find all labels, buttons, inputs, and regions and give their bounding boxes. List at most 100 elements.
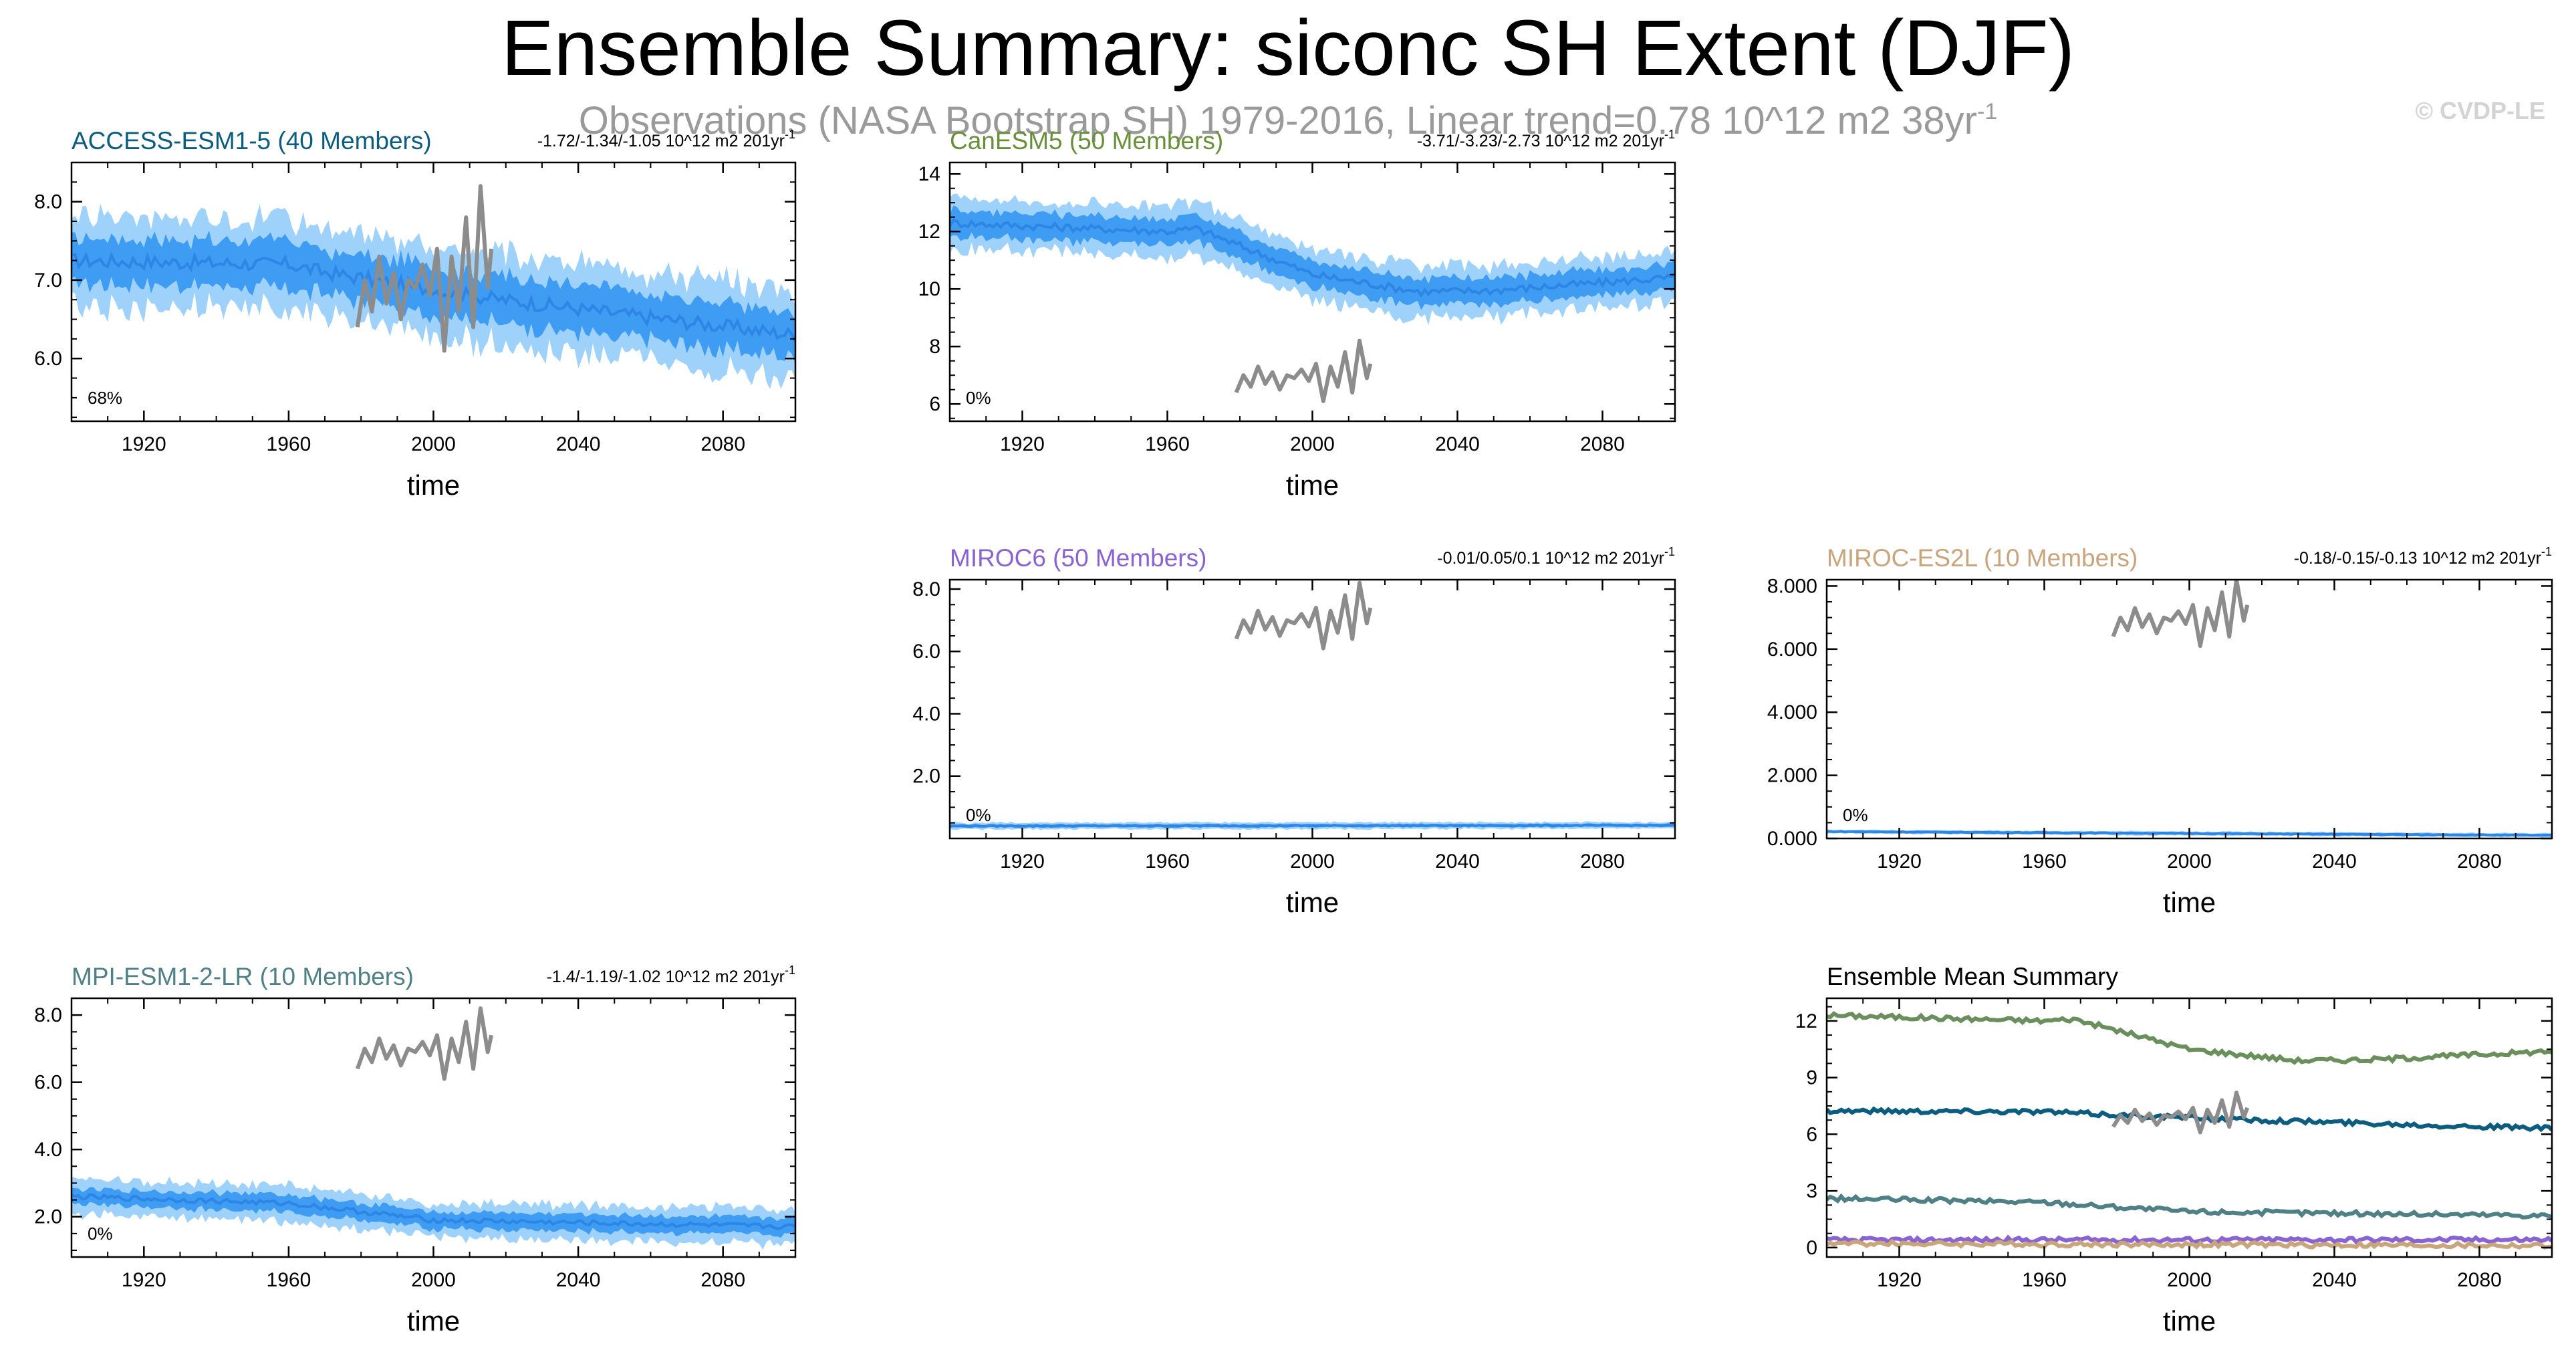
- x-tick-label: 1960: [1145, 433, 1190, 455]
- panel-title: Ensemble Mean Summary: [1827, 963, 2118, 990]
- x-axis-label: time: [407, 1305, 460, 1337]
- y-tick-label: 12: [918, 221, 940, 243]
- trend-value: -3.71/-3.23/-2.73 10^12 m2 201yr: [1417, 132, 1664, 150]
- percent-label: 68%: [88, 388, 122, 408]
- x-tick-label: 1960: [2022, 1269, 2067, 1291]
- y-tick-label: 6.0: [912, 641, 940, 663]
- plot-area: [950, 580, 1675, 830]
- ensemble-mean-line: [72, 251, 795, 342]
- plot-area: [1827, 580, 2552, 838]
- ensemble-mean-line: [950, 823, 1675, 828]
- y-tick-label: 6.0: [34, 348, 62, 370]
- panel-mpi: 1920 1960 2000 2040 2080 2.0 4.0 6.0 8.0 time MPI-…: [34, 963, 797, 1337]
- x-tick-label: 2080: [700, 433, 745, 455]
- x-tick-label: 2080: [1580, 433, 1625, 455]
- trend-value: -1.4/-1.19/-1.02 10^12 m2 201yr: [547, 968, 785, 986]
- y-tick-label: 7.0: [34, 269, 62, 292]
- x-tick-label: 1920: [122, 433, 166, 455]
- ensemble-mean-line: [950, 219, 1675, 298]
- trend-text: -1.4/-1.19/-1.02 10^12 m2 201yr-1: [547, 963, 795, 986]
- y-tick-label: 4.0: [912, 703, 940, 725]
- observations-line: [355, 1006, 494, 1081]
- panel-title: ACCESS-ESM1-5 (40 Members): [72, 127, 432, 154]
- x-tick-label: 1920: [122, 1269, 166, 1291]
- x-tick-label: 2080: [2457, 1269, 2502, 1291]
- x-tick-label: 1960: [1145, 850, 1190, 873]
- observations-line: [355, 184, 494, 353]
- x-tick-label: 2040: [556, 1269, 601, 1291]
- y-tick-label: 6.000: [1767, 639, 1817, 661]
- trend-superscript: -1: [785, 128, 795, 141]
- observations-line: [1234, 338, 1373, 403]
- y-tick-label: 2.000: [1767, 765, 1817, 787]
- trend-text: -1.72/-1.34/-1.05 10^12 m2 201yr-1: [537, 128, 795, 150]
- y-tick-label: 3: [1806, 1180, 1817, 1202]
- summary-series-line: [1827, 1193, 2552, 1220]
- x-tick-label: 2040: [1435, 850, 1480, 873]
- x-tick-label: 2080: [2457, 850, 2502, 873]
- y-tick-label: 4.0: [34, 1139, 62, 1161]
- observations-line: [1234, 580, 1373, 651]
- summary-series-line: [1827, 1238, 2552, 1250]
- y-tick-label: 4.000: [1767, 701, 1817, 723]
- x-tick-label: 2040: [556, 433, 601, 455]
- x-tick-label: 1960: [267, 1269, 311, 1291]
- x-tick-label: 2000: [411, 1269, 456, 1291]
- trend-superscript: -1: [1664, 128, 1675, 141]
- copyright-label: © CVDP-LE: [2415, 97, 2545, 124]
- trend-superscript: -1: [2541, 545, 2552, 558]
- y-tick-label: 8.0: [34, 191, 62, 213]
- summary-series-line: [1827, 1011, 2552, 1065]
- panel-title: MIROC6 (50 Members): [950, 544, 1206, 572]
- x-axis-label: time: [1286, 469, 1339, 501]
- y-tick-label: 9: [1806, 1067, 1817, 1089]
- trend-superscript: -1: [1664, 545, 1675, 558]
- trend-value: -1.72/-1.34/-1.05 10^12 m2 201yr: [537, 132, 785, 150]
- x-tick-label: 2040: [1435, 433, 1480, 455]
- panel-access: 1920 1960 2000 2040 2080 6.0 7.0 8.0 time ACCESS-…: [34, 127, 797, 501]
- panel-summary: 1920 1960 2000 2040 2080 0 3 6 9 12 time Ensemble M…: [1795, 963, 2553, 1337]
- panel-cesm: 1920 1960 2000 2040 2080 6 8 10 12 14 time CanESM5 …: [918, 127, 1676, 501]
- y-tick-label: 8.000: [1767, 575, 1817, 597]
- y-tick-label: 0: [1806, 1237, 1817, 1259]
- panels: 1920 1960 2000 2040 2080 6.0 7.0 8.0 time ACCESS-…: [34, 127, 2553, 1337]
- percent-label: 0%: [1843, 805, 1868, 825]
- x-tick-label: 1920: [1000, 433, 1045, 455]
- percent-label: 0%: [88, 1224, 113, 1244]
- trend-text: -0.18/-0.15/-0.13 10^12 m2 201yr-1: [2294, 545, 2552, 568]
- x-tick-label: 2000: [1290, 850, 1335, 873]
- spread-band-outer: [950, 193, 1675, 326]
- y-tick-label: 8: [929, 336, 940, 358]
- y-tick-label: 14: [918, 163, 940, 185]
- x-axis-label: time: [2163, 1305, 2216, 1337]
- x-tick-label: 1960: [2022, 850, 2067, 873]
- plot-area: [950, 193, 1675, 403]
- plot-area: [72, 1006, 795, 1250]
- plot-area: [72, 184, 795, 389]
- percent-label: 0%: [966, 805, 991, 825]
- y-tick-label: 6.0: [34, 1072, 62, 1094]
- spread-band-inner: [72, 230, 795, 364]
- y-tick-label: 2.0: [912, 766, 940, 788]
- observations-subtitle: Observations (NASA Bootstrap SH) 1979-20…: [579, 99, 1997, 142]
- trend-value: -0.18/-0.15/-0.13 10^12 m2 201yr: [2294, 549, 2541, 568]
- x-tick-label: 2000: [2167, 850, 2212, 873]
- y-tick-label: 8.0: [912, 578, 940, 600]
- panel-title: MPI-ESM1-2-LR (10 Members): [72, 963, 414, 990]
- x-tick-label: 2000: [1290, 433, 1335, 455]
- panel-title: MIROC-ES2L (10 Members): [1827, 544, 2138, 572]
- x-axis-label: time: [2163, 887, 2216, 918]
- summary-series-line: [1827, 1234, 2552, 1246]
- subtitle-text: Observations (NASA Bootstrap SH) 1979-20…: [579, 99, 1977, 142]
- panel-miroces2l: 1920 1960 2000 2040 2080 0.000 2.000 4.000 6.000…: [1767, 544, 2553, 918]
- subtitle-superscript: -1: [1977, 99, 1997, 124]
- x-tick-label: 2000: [411, 433, 456, 455]
- plot-area: [1827, 1011, 2552, 1250]
- x-tick-label: 2080: [700, 1269, 745, 1291]
- x-axis-label: time: [1286, 887, 1339, 918]
- y-tick-label: 2.0: [34, 1206, 62, 1228]
- observations-line: [2111, 580, 2250, 649]
- x-tick-label: 1920: [1877, 1269, 1922, 1291]
- x-tick-label: 2080: [1580, 850, 1625, 873]
